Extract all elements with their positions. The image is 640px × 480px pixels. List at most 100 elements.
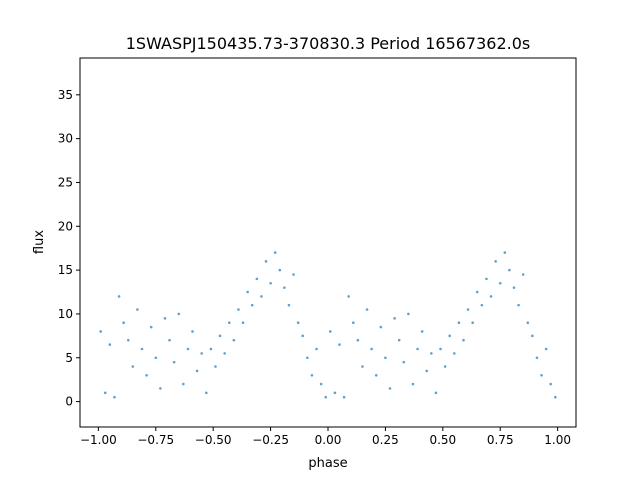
- data-point: [255, 277, 259, 281]
- data-point: [508, 268, 511, 272]
- data-point: [191, 330, 194, 333]
- data-point: [388, 387, 392, 390]
- data-point: [223, 352, 226, 355]
- data-point: [503, 251, 507, 254]
- x-tick-label: −1.00: [80, 433, 117, 447]
- data-point: [531, 334, 534, 338]
- x-axis: −1.00 −0.75 −0.50 −0.25 0.00 0.25 0.50 0.75 1.00: [80, 427, 571, 447]
- data-point: [269, 281, 272, 285]
- data-point: [457, 321, 461, 325]
- data-point: [209, 347, 213, 351]
- data-point: [159, 387, 162, 390]
- data-point: [526, 321, 530, 325]
- data-point: [278, 268, 282, 272]
- data-point: [177, 312, 181, 316]
- data-point: [131, 365, 135, 368]
- data-point: [113, 395, 116, 399]
- x-tick-label: −0.50: [195, 433, 232, 447]
- data-point: [246, 290, 249, 294]
- data-point: [480, 303, 484, 307]
- x-tick-label: 1.00: [544, 433, 571, 447]
- y-tick-label: 35: [58, 88, 73, 102]
- x-tick-label: 0.25: [372, 433, 399, 447]
- data-points: [99, 251, 557, 399]
- data-point: [448, 334, 452, 338]
- data-point: [342, 395, 346, 399]
- data-point: [540, 373, 543, 377]
- x-tick-label: 0.50: [429, 433, 456, 447]
- data-point: [122, 321, 125, 325]
- data-point: [260, 295, 263, 298]
- data-point: [241, 321, 245, 325]
- data-point: [108, 343, 112, 346]
- data-point: [250, 303, 254, 307]
- data-point: [205, 391, 208, 395]
- data-point: [182, 382, 185, 386]
- data-point: [517, 303, 520, 307]
- data-point: [287, 303, 291, 307]
- x-axis-label: phase: [308, 456, 347, 471]
- data-point: [324, 395, 328, 399]
- data-point: [154, 356, 158, 360]
- data-point: [356, 338, 360, 342]
- data-point: [163, 317, 167, 320]
- data-point: [402, 360, 406, 364]
- data-point: [301, 334, 305, 338]
- data-point: [145, 373, 148, 377]
- data-point: [485, 277, 488, 281]
- data-point: [140, 347, 144, 351]
- data-point: [453, 352, 456, 355]
- data-point: [218, 334, 222, 338]
- data-point: [237, 308, 240, 311]
- data-point: [544, 347, 548, 351]
- data-point: [365, 308, 369, 311]
- data-point: [273, 251, 277, 254]
- data-point: [489, 295, 493, 298]
- data-point: [393, 317, 396, 320]
- x-tick-label: 0.00: [315, 433, 342, 447]
- data-point: [439, 347, 442, 351]
- data-point: [420, 330, 424, 333]
- data-point: [370, 347, 373, 351]
- data-point: [430, 352, 433, 355]
- data-point: [136, 308, 139, 311]
- data-point: [333, 391, 337, 395]
- data-point: [549, 382, 553, 386]
- data-point: [103, 391, 107, 395]
- data-point: [361, 365, 364, 368]
- y-axis: 0 5 10 15 20 25 30 35: [58, 88, 80, 409]
- data-point: [535, 356, 539, 360]
- data-point: [200, 352, 203, 355]
- data-point: [494, 260, 497, 263]
- x-tick-label: 0.75: [487, 433, 514, 447]
- data-point: [195, 369, 199, 373]
- data-point: [379, 325, 383, 329]
- data-point: [319, 382, 323, 386]
- chart-title: 1SWASPJ150435.73-370830.3 Period 1656736…: [126, 34, 531, 53]
- y-tick-label: 0: [65, 395, 73, 409]
- data-point: [416, 347, 419, 351]
- data-point: [264, 260, 268, 263]
- data-point: [554, 395, 557, 399]
- data-point: [149, 325, 153, 329]
- data-point: [407, 312, 410, 316]
- y-tick-label: 30: [58, 132, 73, 146]
- data-point: [512, 286, 516, 289]
- y-tick-label: 25: [58, 175, 73, 189]
- data-point: [498, 281, 502, 285]
- data-point: [471, 321, 474, 325]
- data-point: [384, 356, 387, 360]
- data-point: [214, 365, 217, 368]
- y-tick-label: 20: [58, 219, 73, 233]
- data-point: [443, 365, 447, 368]
- y-tick-label: 10: [58, 307, 73, 321]
- data-point: [172, 360, 176, 364]
- data-point: [117, 295, 121, 298]
- data-point: [315, 347, 318, 351]
- x-tick-label: −0.25: [252, 433, 289, 447]
- data-point: [232, 338, 236, 342]
- data-point: [227, 321, 231, 325]
- x-tick-label: −0.75: [137, 433, 174, 447]
- data-point: [99, 330, 102, 333]
- data-point: [411, 382, 415, 386]
